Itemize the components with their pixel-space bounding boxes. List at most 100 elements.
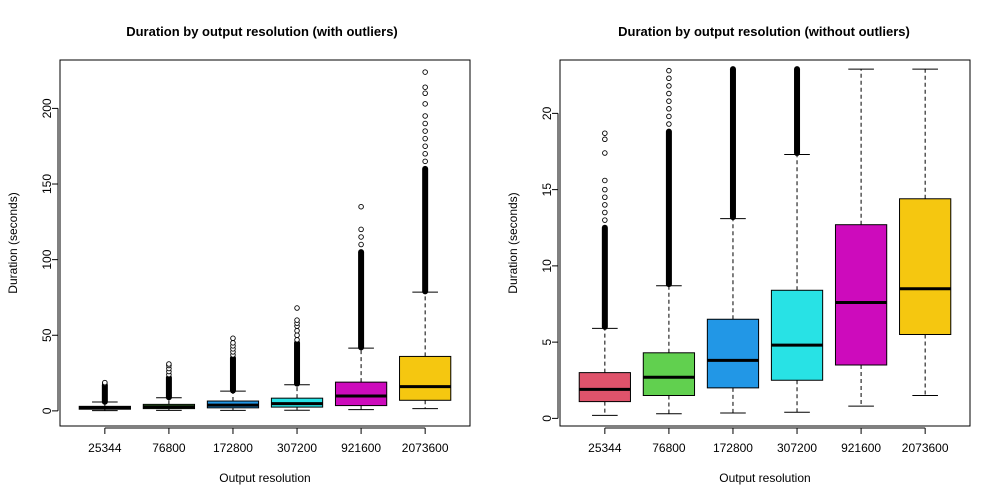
- box-25344: [578, 130, 631, 416]
- x-tick-label: 172800: [713, 441, 753, 455]
- outlier-point: [666, 106, 672, 112]
- outlier-point: [230, 335, 236, 342]
- outlier-point: [294, 332, 300, 339]
- y-tick-label: 0: [40, 407, 54, 414]
- y-tick-label: 10: [540, 259, 554, 273]
- y-axis-label: Duration (seconds): [6, 192, 20, 293]
- outlier-cluster: [729, 66, 736, 221]
- outlier-point: [358, 241, 364, 248]
- x-tick-label: 25344: [588, 441, 622, 455]
- outlier-point: [422, 158, 428, 165]
- outlier-point: [602, 209, 608, 216]
- outlier-point: [422, 151, 428, 157]
- outlier-point: [294, 327, 300, 334]
- box-921600: [334, 203, 388, 411]
- outlier-point: [602, 130, 608, 136]
- x-tick-label: 921600: [841, 441, 881, 455]
- plot-frame: [559, 59, 971, 427]
- outlier-point: [422, 90, 428, 97]
- y-tick-label: 50: [40, 328, 54, 342]
- x-tick-label: 76800: [652, 441, 686, 455]
- outlier-cluster: [665, 128, 672, 288]
- outlier-point: [666, 83, 672, 89]
- outlier-cluster: [101, 382, 108, 405]
- outlier-point: [294, 317, 300, 323]
- x-tick-label: 307200: [277, 441, 317, 455]
- box-76800: [642, 67, 696, 415]
- outlier-point: [422, 101, 428, 107]
- outlier-point: [602, 202, 608, 208]
- x-tick-label: 921600: [341, 441, 381, 455]
- outlier-point: [602, 150, 608, 156]
- x-tick-label: 307200: [777, 441, 817, 455]
- iqr-box: [706, 318, 760, 389]
- box-25344: [78, 379, 131, 412]
- outlier-cluster: [601, 224, 608, 330]
- x-axis-label: Output resolution: [219, 471, 310, 485]
- y-tick-label: 15: [540, 183, 554, 197]
- x-tick-label: 2073600: [402, 441, 449, 455]
- outlier-point: [422, 128, 428, 134]
- outlier-point: [358, 203, 364, 210]
- outlier-point: [230, 340, 236, 346]
- iqr-box: [334, 381, 388, 407]
- outlier-point: [602, 194, 608, 200]
- y-tick-label: 0: [540, 415, 554, 422]
- y-tick-label: 200: [40, 98, 54, 118]
- outlier-point: [422, 69, 428, 75]
- outlier-cluster: [794, 66, 801, 157]
- outlier-cluster: [358, 249, 365, 351]
- x-tick-label: 2073600: [902, 441, 949, 455]
- y-tick-label: 20: [540, 106, 554, 120]
- outlier-point: [102, 379, 108, 386]
- outlier-point: [666, 67, 672, 74]
- x-tick-label: 172800: [213, 441, 253, 455]
- x-tick-label: 25344: [88, 441, 122, 455]
- outlier-point: [358, 226, 364, 233]
- outlier-point: [666, 90, 672, 97]
- outlier-point: [166, 361, 172, 367]
- iqr-box: [899, 198, 952, 335]
- iqr-box: [399, 355, 452, 401]
- plot-frame: [59, 59, 471, 427]
- outlier-point: [422, 84, 428, 90]
- outlier-point: [358, 234, 364, 240]
- outlier-point: [422, 135, 428, 142]
- y-tick-label: 5: [540, 338, 554, 345]
- outlier-cluster: [422, 165, 429, 295]
- iqr-box: [578, 372, 631, 403]
- outlier-point: [602, 136, 608, 143]
- box-307200: [270, 305, 324, 411]
- outlier-point: [294, 305, 300, 311]
- outlier-cluster: [165, 374, 172, 401]
- chart-title: Duration by output resolution (without o…: [618, 24, 910, 39]
- y-tick-label: 150: [40, 174, 54, 194]
- outlier-point: [602, 186, 608, 193]
- outlier-point: [666, 113, 672, 120]
- x-axis-label: Output resolution: [719, 471, 810, 485]
- iqr-box: [834, 224, 888, 366]
- outlier-point: [666, 121, 672, 127]
- outlier-point: [294, 337, 300, 343]
- box-172800: [206, 335, 260, 411]
- x-tick-label: 76800: [152, 441, 186, 455]
- outlier-point: [422, 143, 428, 149]
- outlier-point: [666, 98, 672, 104]
- iqr-box: [770, 289, 824, 381]
- y-axis-label: Duration (seconds): [506, 192, 520, 293]
- y-tick-label: 100: [40, 249, 54, 269]
- panel-1: Duration by output resolution (with outl…: [6, 24, 471, 485]
- outlier-cluster: [229, 354, 236, 394]
- panel-2: Duration by output resolution (without o…: [506, 24, 971, 485]
- box-172800: [706, 66, 760, 414]
- outlier-point: [602, 177, 608, 184]
- chart-title: Duration by output resolution (with outl…: [126, 24, 398, 39]
- box-921600: [834, 68, 888, 407]
- iqr-box: [642, 352, 696, 396]
- outlier-point: [422, 120, 428, 127]
- outlier-point: [602, 217, 608, 223]
- outlier-cluster: [294, 339, 301, 387]
- box-76800: [142, 361, 196, 411]
